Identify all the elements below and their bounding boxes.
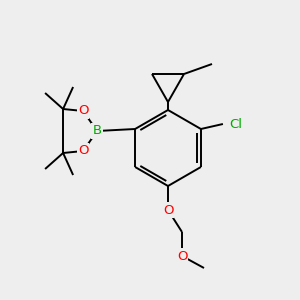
Text: O: O (78, 145, 88, 158)
Text: O: O (163, 203, 173, 217)
Text: Cl: Cl (230, 118, 242, 130)
Text: O: O (177, 250, 187, 262)
Text: O: O (78, 104, 88, 118)
Text: B: B (92, 124, 102, 137)
